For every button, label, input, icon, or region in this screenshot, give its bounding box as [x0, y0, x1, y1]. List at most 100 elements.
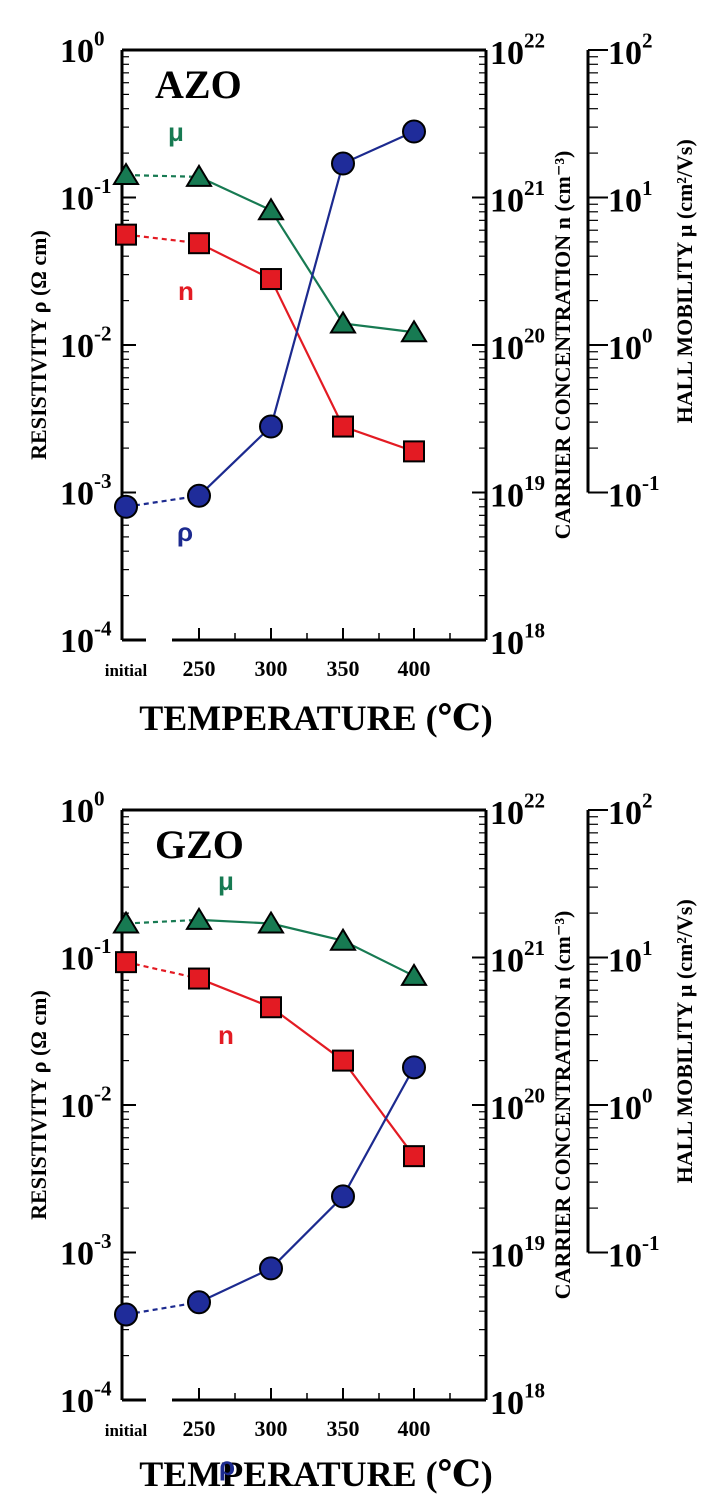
- right-axis-title: HALL MOBILITY μ (cm²/Vs): [672, 899, 697, 1183]
- x-tick-label: initial: [105, 661, 148, 680]
- data-point-square: [403, 1145, 425, 1168]
- series-square: n: [115, 223, 425, 463]
- left-tick-label: 10-3: [60, 469, 112, 512]
- x-tick-label: 250: [183, 1416, 216, 1441]
- azo-panel: initial 250 300 350 400 TEMPERATURE (℃) 10-4 10…: [26, 27, 697, 738]
- x-tick-label: initial: [105, 1421, 148, 1440]
- mid-tick-label: 1022: [490, 789, 545, 832]
- right-tick-label: 10-1: [608, 1231, 660, 1274]
- data-point-square: [188, 232, 210, 255]
- x-tick-label: 350: [327, 656, 360, 681]
- series-line: [198, 175, 415, 334]
- series-circle: ρ: [114, 1055, 426, 1481]
- right-axis-title: HALL MOBILITY μ (cm²/Vs): [672, 139, 697, 423]
- mid-tick-label: 1020: [490, 1084, 545, 1127]
- left-tick-label: 10-3: [60, 1229, 112, 1272]
- right-tick-label: 102: [608, 29, 653, 72]
- data-point-circle: [259, 414, 283, 439]
- series-dashed-segment: [125, 918, 200, 925]
- data-point-circle: [259, 1256, 283, 1281]
- x-axis-title: TEMPERATURE (℃): [139, 698, 492, 738]
- left-tick-label: 10-4: [60, 617, 112, 660]
- x-tick-label: 300: [255, 1416, 288, 1441]
- series-circle: ρ: [114, 119, 426, 547]
- left-axis-title: RESISTIVITY ρ (Ω cm): [26, 230, 51, 460]
- data-point-triangle: [112, 910, 140, 934]
- x-tick-label: 300: [255, 656, 288, 681]
- data-point-square: [260, 268, 282, 291]
- right-tick-label: 100: [608, 1084, 653, 1127]
- left-tick-label: 10-4: [60, 1377, 112, 1420]
- mid-axis-title: CARRIER CONCENTRATION n (cm⁻³): [550, 151, 575, 540]
- series-label: μ: [218, 866, 234, 896]
- mid-tick-label: 1021: [490, 176, 545, 219]
- data-point-circle: [331, 151, 355, 176]
- data-point-square: [403, 440, 425, 463]
- series-triangle: μ: [112, 866, 428, 986]
- series-dashed-segment: [125, 494, 200, 508]
- series-label: μ: [168, 117, 184, 147]
- data-point-triangle: [112, 162, 140, 186]
- data-point-triangle: [329, 927, 357, 951]
- left-tick-label: 100: [60, 27, 105, 70]
- series-triangle: μ: [112, 117, 428, 343]
- x-tick-label: 400: [398, 656, 431, 681]
- left-tick-label: 10-1: [60, 174, 112, 217]
- gzo-panel: initial 250 300 350 400 TEMPERATURE (℃) 10-4 10…: [26, 787, 697, 1494]
- data-point-square: [115, 223, 137, 246]
- mid-tick-label: 1021: [490, 936, 545, 979]
- panel-label: AZO: [155, 62, 242, 107]
- series-label: ρ: [219, 1451, 235, 1481]
- data-point-circle: [114, 494, 138, 519]
- x-tick-label: 350: [327, 1416, 360, 1441]
- series-dashed-segment: [125, 173, 200, 178]
- data-point-circle: [402, 1055, 426, 1080]
- data-point-circle: [114, 1302, 138, 1327]
- series-label: ρ: [177, 517, 193, 547]
- series-label: n: [218, 1020, 234, 1050]
- x-axis-title: TEMPERATURE (℃): [139, 1454, 492, 1494]
- data-point-square: [332, 415, 354, 438]
- series-square: n: [115, 951, 425, 1168]
- series-line: [198, 918, 415, 977]
- series-line: [198, 1066, 415, 1304]
- series-line: [198, 977, 415, 1157]
- data-point-triangle: [400, 962, 428, 986]
- right-tick-label: 10-1: [608, 471, 660, 514]
- left-axis-title: RESISTIVITY ρ (Ω cm): [26, 990, 51, 1220]
- series-line: [198, 130, 415, 497]
- x-tick-label: 400: [398, 1416, 431, 1441]
- left-tick-label: 10-2: [60, 322, 112, 365]
- data-point-circle: [187, 1290, 211, 1315]
- series-dashed-segment: [125, 233, 200, 245]
- data-point-circle: [331, 1184, 355, 1209]
- left-tick-label: 100: [60, 787, 105, 830]
- mid-tick-label: 1018: [490, 619, 545, 662]
- data-point-circle: [402, 119, 426, 144]
- data-point-triangle: [257, 910, 285, 934]
- x-tick-label: 250: [183, 656, 216, 681]
- left-tick-label: 10-1: [60, 934, 112, 977]
- left-tick-label: 10-2: [60, 1082, 112, 1125]
- mid-tick-label: 1020: [490, 324, 545, 367]
- data-point-square: [115, 951, 137, 974]
- right-tick-label: 100: [608, 324, 653, 367]
- mid-tick-label: 1022: [490, 29, 545, 72]
- mid-tick-label: 1019: [490, 1231, 545, 1274]
- data-point-triangle: [185, 906, 213, 930]
- right-tick-label: 101: [608, 176, 653, 219]
- mid-tick-label: 1018: [490, 1379, 545, 1422]
- series-dashed-segment: [125, 1301, 200, 1316]
- data-point-triangle: [257, 197, 285, 221]
- data-point-square: [188, 967, 210, 990]
- series-line: [198, 242, 415, 453]
- data-point-triangle: [329, 310, 357, 334]
- right-tick-label: 101: [608, 936, 653, 979]
- mid-axis-title: CARRIER CONCENTRATION n (cm⁻³): [550, 911, 575, 1300]
- data-point-triangle: [185, 163, 213, 187]
- mid-tick-label: 1019: [490, 471, 545, 514]
- series-label: n: [178, 276, 194, 306]
- series-dashed-segment: [125, 961, 200, 980]
- data-point-triangle: [400, 319, 428, 343]
